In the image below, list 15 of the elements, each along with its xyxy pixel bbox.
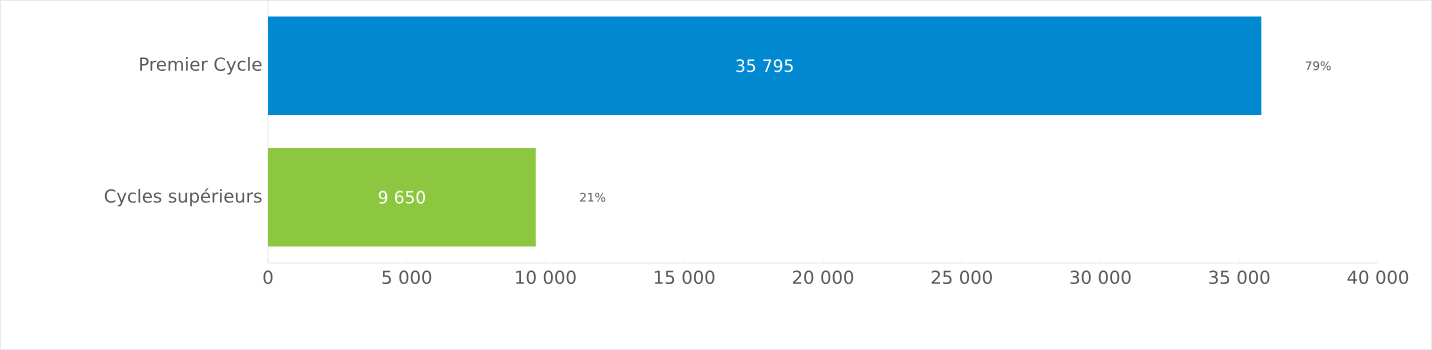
- x-tick-label: 10 000: [516, 270, 576, 285]
- annotation: 79%: [1305, 61, 1331, 71]
- x-tick-label: 35 000: [1209, 270, 1270, 285]
- x-tick-label: 5 000: [382, 270, 432, 285]
- annotation: 21%: [580, 192, 606, 202]
- x-tick-label: 15 000: [654, 270, 715, 285]
- x-tick-label: 30 000: [1070, 270, 1131, 285]
- y-tick-label: Cycles supérieurs: [104, 188, 262, 207]
- y-tick-label: Premier Cycle: [140, 57, 262, 75]
- x-tick-label: 25 000: [931, 270, 992, 285]
- x-tick-label: 0: [263, 270, 273, 285]
- data-label: 9 650: [378, 190, 425, 204]
- x-tick-label: 40 000: [1347, 270, 1409, 285]
- x-tick-label: 20 000: [792, 270, 854, 285]
- data-label: 35 795: [736, 59, 793, 73]
